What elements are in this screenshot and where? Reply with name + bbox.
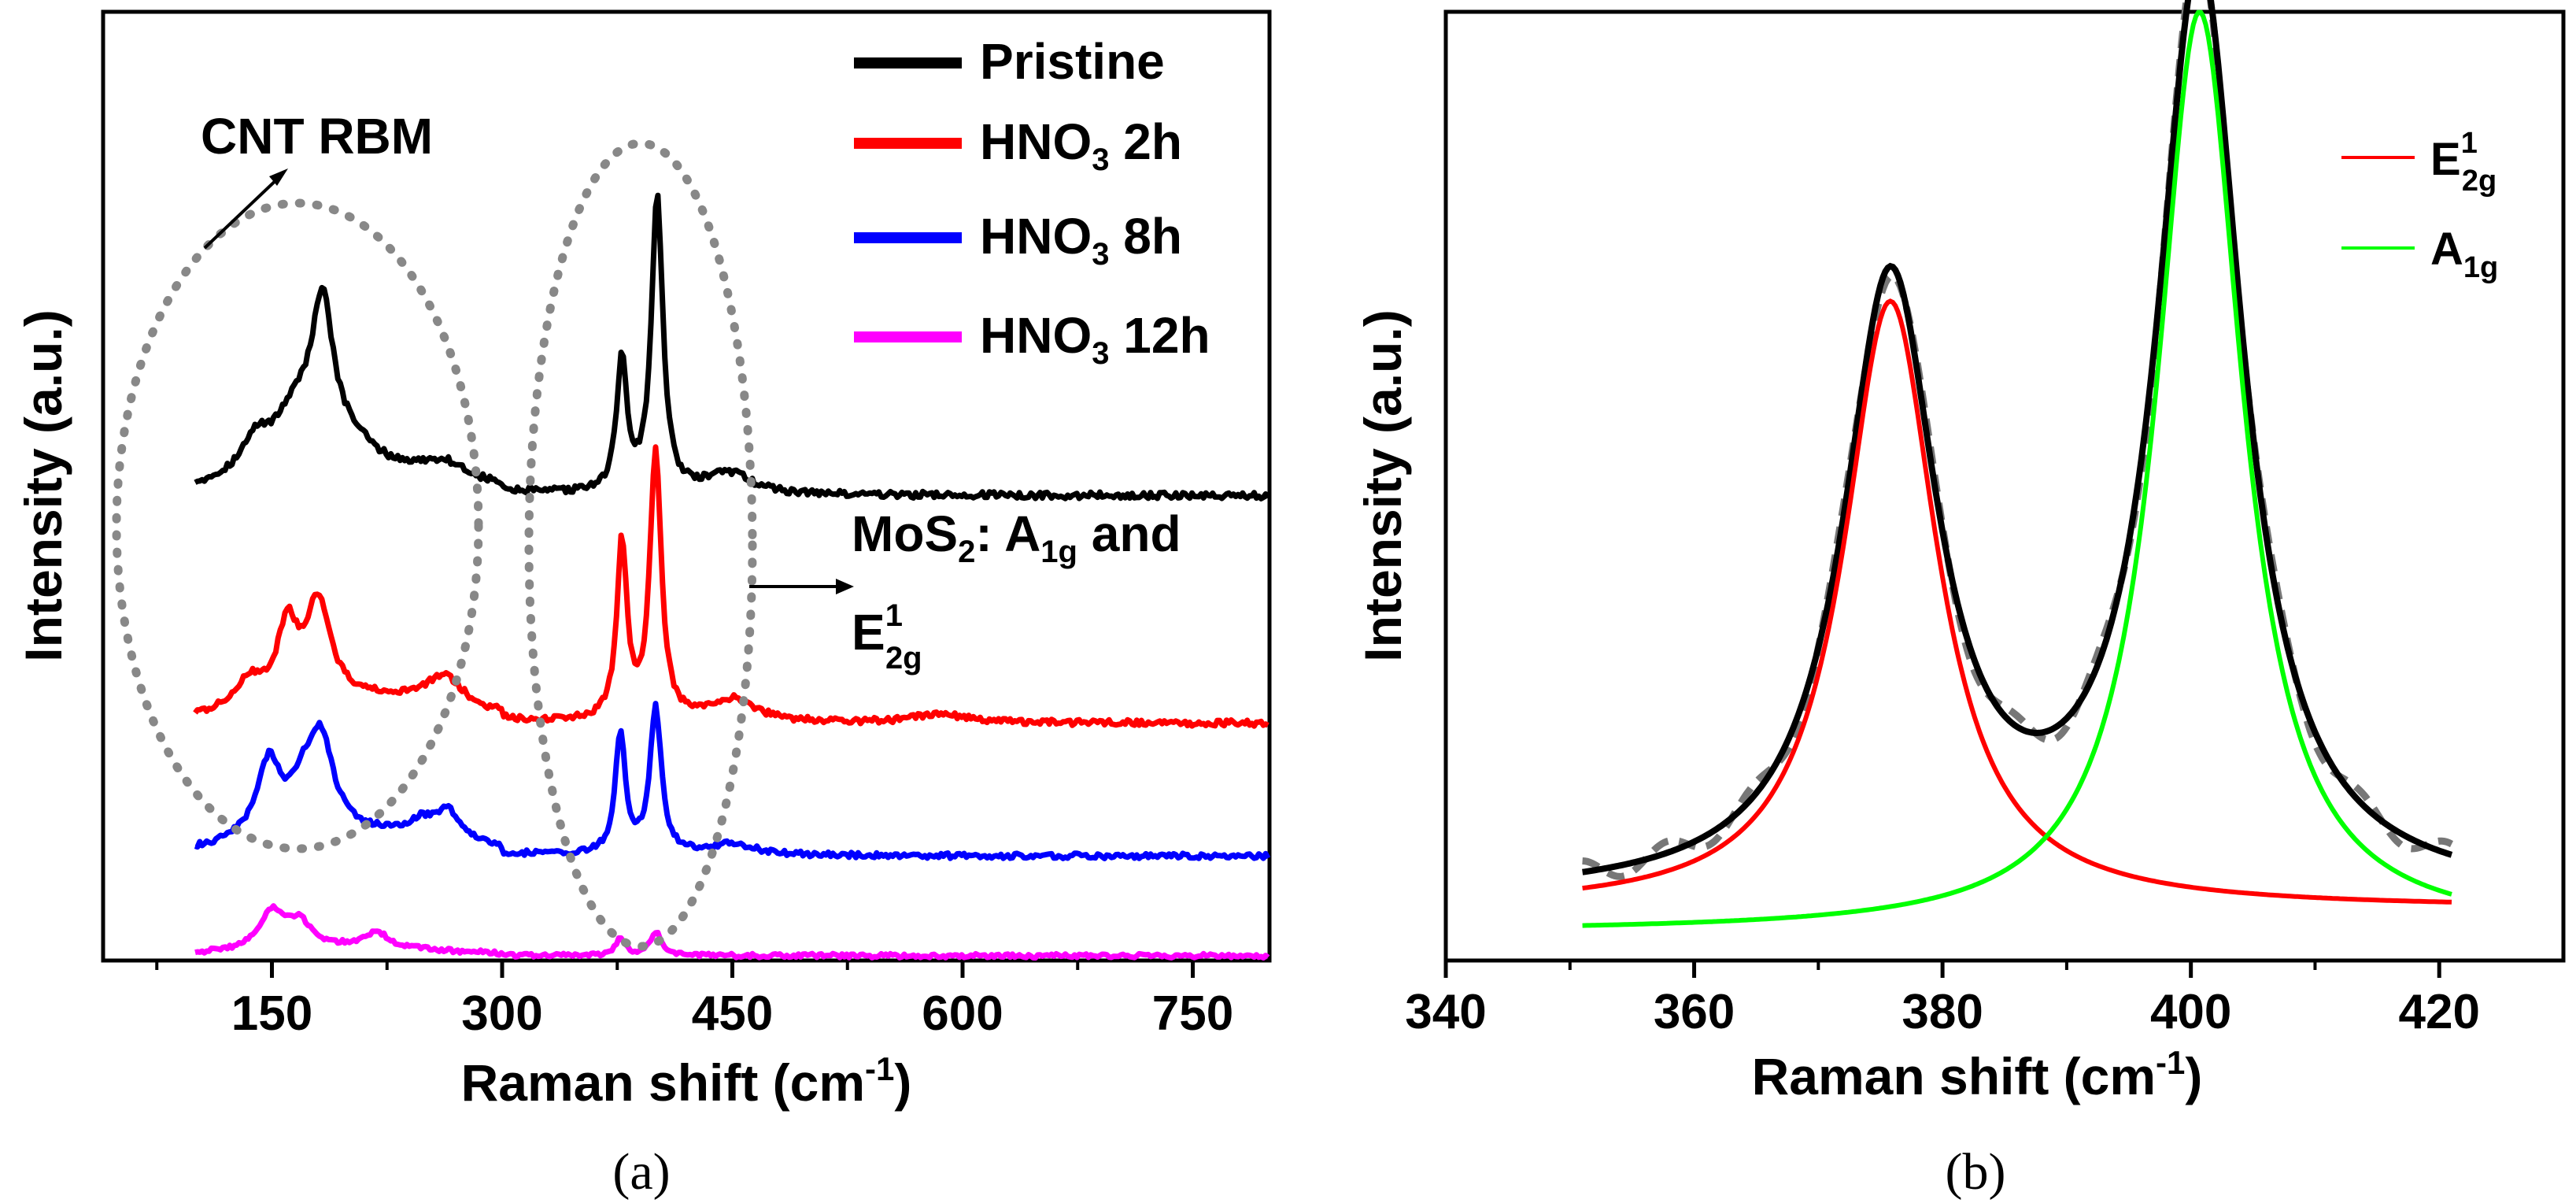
cnt-rbm-arrow-line: [203, 173, 283, 250]
mos2-ellipse: [524, 139, 757, 951]
legend-b: E1 2g A1g: [2341, 127, 2498, 284]
xtick-label-b-380: 380: [1902, 985, 1983, 1039]
series-a-2: [193, 444, 1270, 729]
xtick-label-a-150: 150: [231, 986, 312, 1041]
legend-a-label-2h: HNO3 2h: [980, 113, 1182, 177]
cnt-rbm-arrow-head: [269, 168, 288, 186]
e2g-label: E1 2g: [852, 598, 922, 676]
xtick-label-a-750: 750: [1152, 986, 1233, 1041]
xtick-label-a-450: 450: [692, 986, 773, 1041]
series-a-3: [194, 701, 1271, 861]
plot-a-series: [193, 192, 1271, 961]
xtick-label-b-360: 360: [1654, 985, 1735, 1039]
legend-a-label-12h: HNO3 12h: [980, 307, 1210, 371]
series-a-1: [194, 192, 1271, 502]
xtick-label-b-420: 420: [2398, 985, 2479, 1039]
xtick-label-a-300: 300: [461, 986, 542, 1041]
plot-b-series: [1582, 0, 2454, 928]
plot-b-xlabel: Raman shift (cm-1): [1752, 1044, 2203, 1105]
legend-b-label-e2g: E1 2g: [2430, 127, 2497, 198]
legend-a-label-8h: HNO3 8h: [980, 208, 1182, 272]
caption-b: (b): [1946, 1143, 2006, 1201]
plot-b-ylabel: Intensity (a.u.): [1354, 309, 1412, 661]
legend-a: Pristine HNO3 2h HNO3 8h HNO3 12h: [854, 33, 1210, 371]
plot-b-frame: [1443, 9, 2566, 963]
cnt-rbm-ellipse: [112, 198, 483, 853]
series-b-fit: [1582, 0, 2453, 875]
legend-a-label-pristine: Pristine: [980, 33, 1165, 90]
series-b-a1g: [1582, 9, 2452, 928]
xtick-label-b-400: 400: [2150, 985, 2231, 1039]
series-b-e2g: [1582, 298, 2452, 905]
plot-a-ylabel: Intensity (a.u.): [14, 309, 72, 661]
plot-a-xlabel: Raman shift (cm-1): [461, 1050, 912, 1112]
mos2-arrow-head: [836, 579, 854, 594]
series-a-4: [194, 903, 1270, 961]
cnt-rbm-label: CNT RBM: [201, 108, 433, 165]
xtick-label-a-600: 600: [922, 986, 1003, 1041]
legend-b-label-a1g: A1g: [2430, 224, 2498, 284]
plot-b-xticks: 340 360 380 400 420: [1405, 961, 2480, 1039]
plot-a-frame: [101, 9, 1272, 963]
xtick-label-b-340: 340: [1405, 985, 1486, 1039]
mos2-label: MoS2: A1g and: [852, 505, 1181, 569]
plot-a-xticks: 150 300 450 600 750: [155, 961, 1233, 1041]
caption-a: (a): [612, 1143, 670, 1201]
